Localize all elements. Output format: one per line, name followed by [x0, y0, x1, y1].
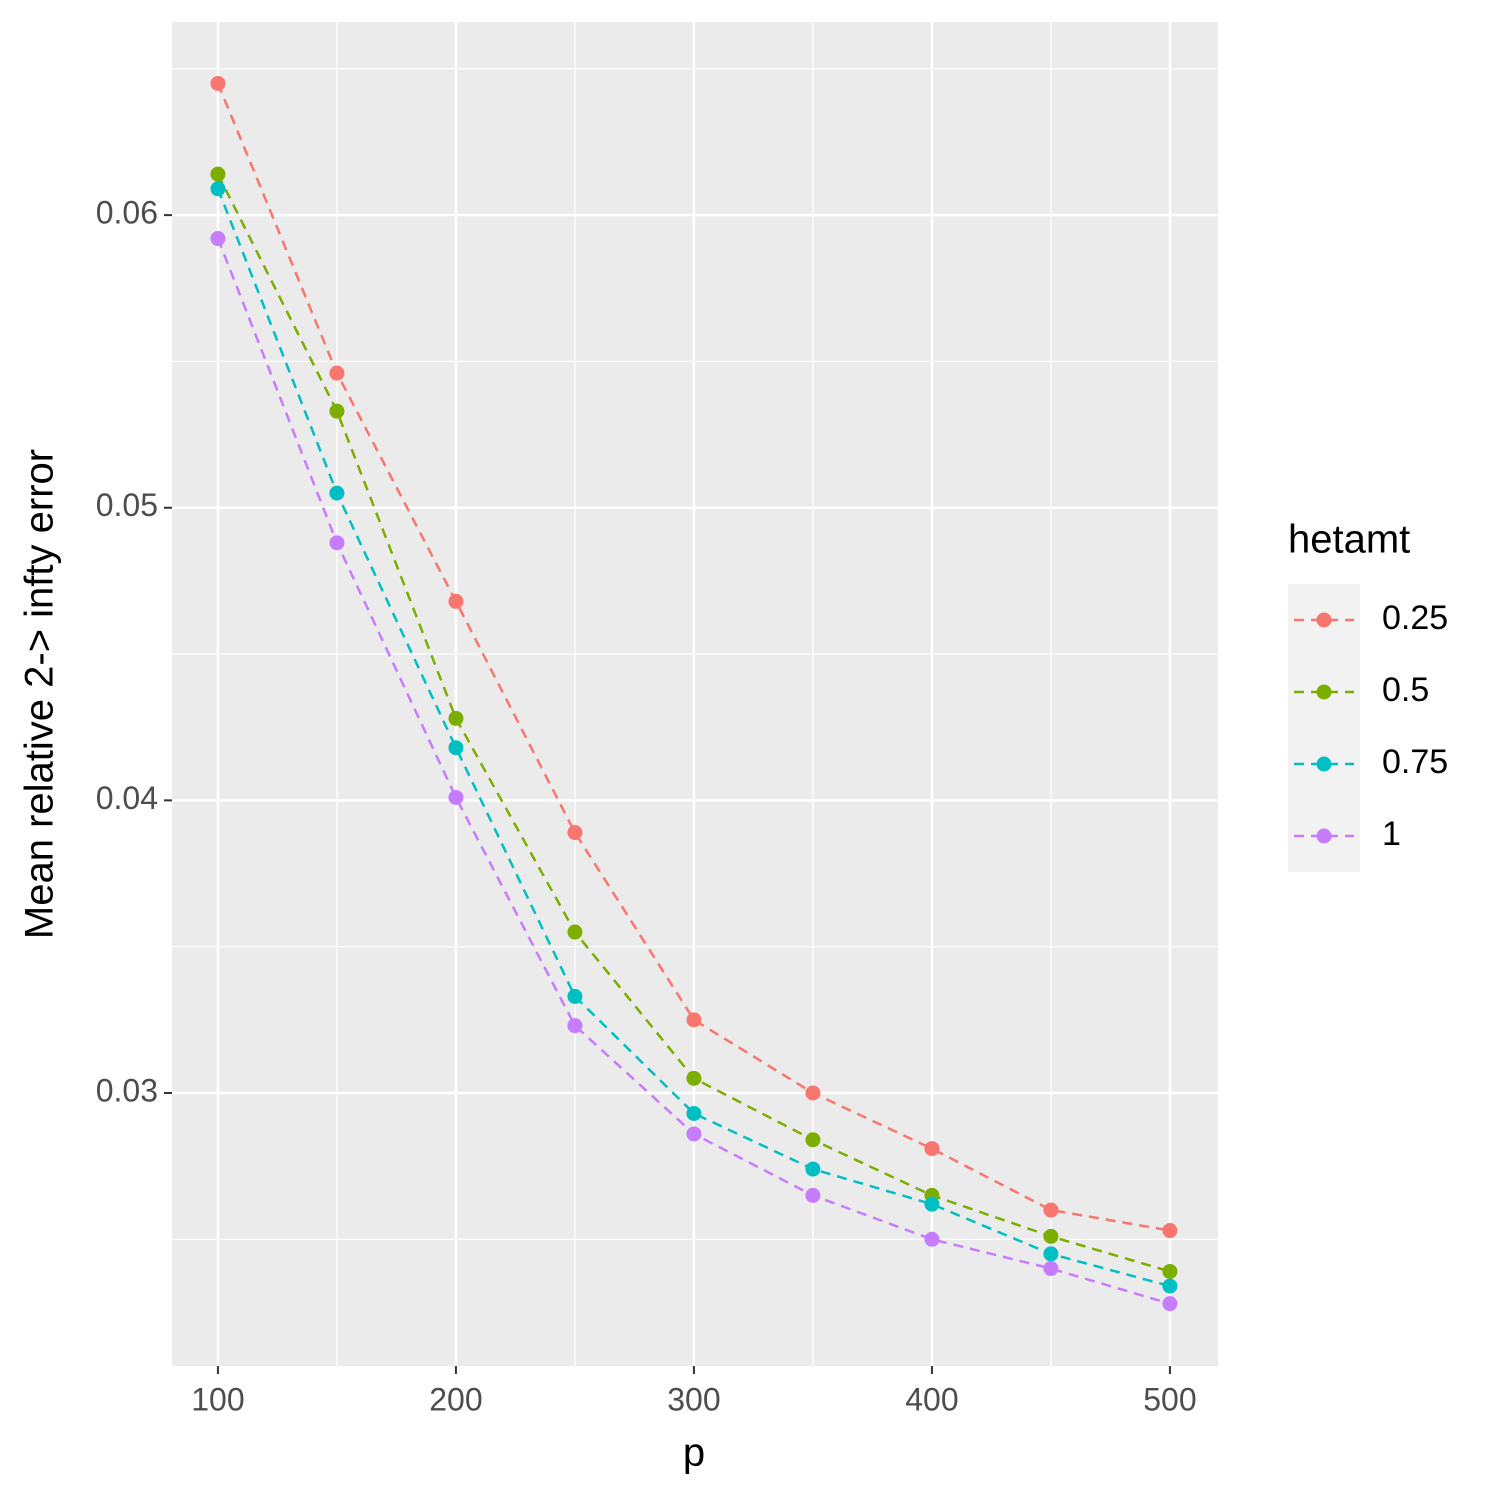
point	[1043, 1261, 1059, 1277]
point	[567, 825, 583, 841]
legend-key-point	[1316, 828, 1332, 844]
point	[448, 789, 464, 805]
point	[210, 166, 226, 182]
point	[1162, 1278, 1178, 1294]
point	[1162, 1296, 1178, 1312]
point	[686, 1126, 702, 1142]
point	[1043, 1246, 1059, 1262]
point	[686, 1105, 702, 1121]
legend-key-point	[1316, 612, 1332, 628]
point	[448, 740, 464, 756]
point	[805, 1132, 821, 1148]
point	[329, 403, 345, 419]
legend-key-bg	[1288, 584, 1360, 872]
point	[924, 1231, 940, 1247]
point	[210, 231, 226, 247]
point	[686, 1070, 702, 1086]
y-axis-title: Mean relative 2-> infty error	[18, 449, 62, 939]
y-tick-label: 0.04	[96, 780, 158, 816]
point	[805, 1161, 821, 1177]
point	[924, 1141, 940, 1157]
y-tick-label: 0.03	[96, 1072, 158, 1108]
point	[210, 75, 226, 91]
y-tick-label: 0.05	[96, 487, 158, 523]
legend-key-point	[1316, 756, 1332, 772]
legend-title: hetamt	[1288, 518, 1410, 562]
point	[567, 988, 583, 1004]
point	[686, 1012, 702, 1028]
point	[1043, 1202, 1059, 1218]
point	[1043, 1228, 1059, 1244]
point	[1162, 1263, 1178, 1279]
x-tick-label: 300	[667, 1381, 720, 1417]
point	[210, 181, 226, 197]
legend-label: 0.25	[1382, 599, 1448, 637]
point	[329, 485, 345, 501]
x-axis-title: p	[683, 1431, 705, 1475]
x-tick-label: 400	[905, 1381, 958, 1417]
point	[805, 1085, 821, 1101]
series-line	[216, 82, 1171, 1232]
legend-label: 1	[1382, 815, 1401, 853]
legend-label: 0.5	[1382, 671, 1429, 709]
point	[567, 1018, 583, 1034]
legend-key-point	[1316, 684, 1332, 700]
x-tick-label: 500	[1143, 1381, 1196, 1417]
point	[329, 365, 345, 381]
point	[329, 535, 345, 551]
legend-label: 0.75	[1382, 743, 1448, 781]
point	[448, 710, 464, 726]
point	[448, 593, 464, 609]
y-tick-label: 0.06	[96, 195, 158, 231]
point	[1162, 1223, 1178, 1239]
x-tick-label: 200	[429, 1381, 482, 1417]
x-tick-label: 100	[191, 1381, 244, 1417]
point	[567, 924, 583, 940]
point	[805, 1187, 821, 1203]
point	[924, 1196, 940, 1212]
